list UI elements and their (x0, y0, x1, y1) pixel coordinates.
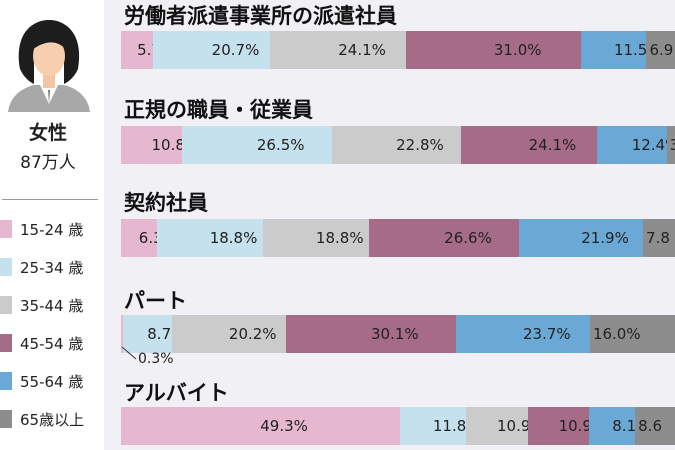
legend-item: 25-34 歳 (0, 255, 83, 279)
data-label: 18.8% (209, 229, 258, 247)
bar-segment (581, 31, 647, 69)
total-count-label: 87万人 (20, 153, 76, 173)
bar-segment (121, 126, 183, 164)
data-label: 6.9 (649, 41, 674, 59)
legend-swatch (0, 258, 12, 276)
legend-item: 35-44 歳 (0, 293, 83, 317)
data-label: 22.8% (396, 136, 444, 154)
bar-segment (121, 219, 157, 257)
leader-line (121, 346, 137, 360)
data-label: 7.8 (646, 229, 670, 247)
legend-label: 55-64 歳 (20, 372, 84, 391)
data-label: 18.8% (315, 229, 364, 247)
category-title: 正規の職員・従業員 (124, 98, 313, 122)
data-label: 8.6 (638, 417, 662, 435)
left-panel: 女性 87万人 15-24 歳 25-34 歳 35-44 歳 45-54 歳 55-6… (0, 0, 104, 450)
category-title: 労働者派遣事業所の派遣社員 (124, 4, 397, 28)
bar-segment (519, 219, 644, 257)
bar-segment (406, 31, 582, 69)
bar-segment (156, 219, 263, 257)
data-label: 12.4% (631, 136, 675, 154)
category-title: アルバイト (124, 381, 229, 405)
bar-segment (153, 31, 271, 69)
woman-avatar-icon (8, 20, 90, 112)
legend-label: 35-44 歳 (20, 296, 84, 315)
data-label: 30.1% (371, 325, 419, 343)
legend-swatch (0, 220, 12, 238)
gender-label: 女性 (28, 122, 67, 144)
bar-segment (643, 219, 675, 257)
bar-segment (589, 315, 675, 353)
bar-segment (666, 126, 675, 164)
legend-swatch (0, 334, 12, 352)
bar-segment (182, 126, 332, 164)
bar-segment (122, 315, 172, 353)
data-label: 23.7% (522, 325, 571, 343)
category-title: 契約社員 (124, 191, 208, 215)
data-label: 3 (669, 136, 675, 154)
bar-segment (399, 407, 467, 445)
bar-segment (285, 315, 457, 353)
bar-segment (121, 31, 154, 69)
bar-segment (646, 31, 675, 69)
bar-segment (331, 126, 461, 164)
legend-item: 45-54 歳 (0, 331, 83, 355)
data-label: 21.9% (581, 229, 629, 247)
data-label: 16.0% (592, 325, 641, 343)
data-label: 24.1% (528, 136, 577, 154)
legend-swatch (0, 372, 12, 390)
data-label: 20.2% (228, 325, 277, 343)
legend-label: 25-34 歳 (20, 258, 84, 277)
bar-segment (589, 407, 636, 445)
legend-item: 65歳以上 (0, 407, 84, 431)
bar-segment (270, 31, 407, 69)
bar-segment (466, 407, 528, 445)
bar-segment (121, 407, 400, 445)
legend-item: 15-24 歳 (0, 217, 83, 241)
bar-segment (121, 315, 123, 353)
bar-segment (456, 315, 590, 353)
bar-segment (596, 126, 667, 164)
bar-segment (171, 315, 286, 353)
data-label: 31.0% (493, 41, 542, 59)
bar-segment (635, 407, 675, 445)
bar-segment (527, 407, 590, 445)
data-label: 49.3% (260, 417, 308, 435)
bar-segment (369, 219, 520, 257)
legend-swatch (0, 296, 12, 314)
legend-label: 65歳以上 (20, 410, 85, 429)
legend-label: 45-54 歳 (20, 334, 84, 353)
data-label: 20.7% (211, 41, 260, 59)
legend-item: 55-64 歳 (0, 369, 83, 393)
legend-swatch (0, 410, 12, 428)
annotation-small-value: 0.3% (138, 351, 174, 367)
data-label: 24.1% (338, 41, 386, 59)
legend-divider (2, 199, 98, 200)
bar-segment (262, 219, 370, 257)
data-label: 26.6% (444, 229, 492, 247)
data-label: 26.5% (256, 136, 305, 154)
legend-label: 15-24 歳 (20, 220, 84, 239)
bar-segment (460, 126, 597, 164)
category-title: パート (124, 289, 187, 313)
